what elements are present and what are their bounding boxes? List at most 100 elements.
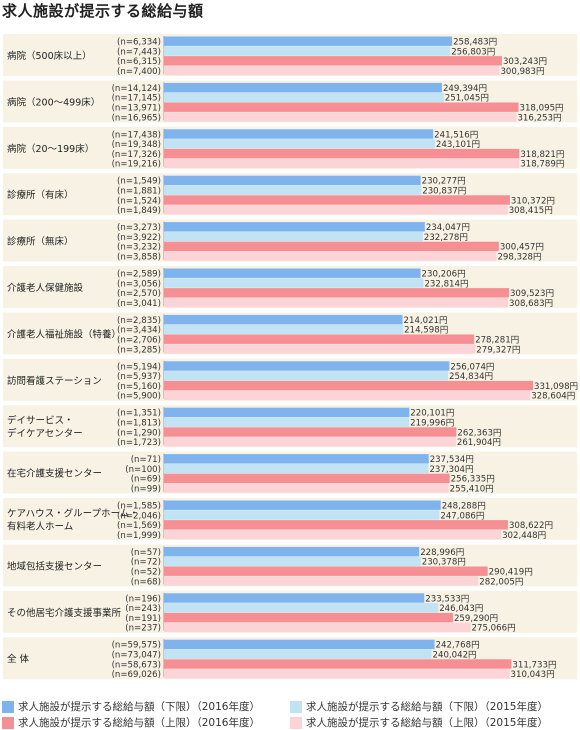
sample-size-label: (n=17,438) [112, 130, 161, 140]
value-label: 308,622円 [509, 520, 553, 531]
value-label: 309,523円 [510, 288, 554, 299]
bar [164, 669, 510, 679]
sample-size-label: (n=2,835) [117, 316, 161, 326]
bar [164, 205, 508, 215]
bar [164, 324, 404, 335]
bar [164, 576, 479, 586]
sample-size-label: (n=52) [131, 568, 161, 578]
bar [164, 649, 432, 659]
legend-label: 求人施設が提示する総給与額（下限）（2016年度） [18, 701, 260, 713]
bar [164, 556, 421, 567]
legend-swatch [290, 717, 302, 729]
bar [164, 112, 517, 122]
category-label: 診療所（無床） [7, 236, 74, 248]
value-label: 247,086円 [440, 510, 484, 521]
value-label: 256,803円 [451, 46, 495, 57]
sample-size-label: (n=5,937) [117, 372, 161, 382]
value-label: 290,419円 [489, 567, 533, 578]
bar [164, 251, 497, 261]
sample-size-label: (n=1,813) [117, 419, 161, 429]
value-label: 228,996円 [420, 547, 464, 558]
value-label: 214,598円 [404, 325, 448, 336]
bar [164, 129, 434, 139]
category-label: 病院（200〜499床） [7, 96, 100, 108]
value-label: 230,206円 [422, 269, 466, 280]
bar [164, 278, 424, 288]
category-label: 全 体 [7, 653, 30, 665]
sample-size-label: (n=3,285) [117, 345, 161, 355]
category-label: 在宅介護支援センター [7, 468, 102, 480]
value-label: 316,253円 [517, 112, 561, 123]
bar [164, 529, 502, 540]
value-label: 262,363円 [457, 427, 501, 438]
sample-size-label: (n=6,334) [117, 38, 161, 48]
bar [164, 390, 531, 401]
bar [164, 297, 509, 308]
bar [164, 46, 451, 56]
bar [164, 622, 471, 633]
value-label: 259,290円 [454, 613, 498, 624]
category-label: その他居宅介護支援事業所 [7, 607, 122, 619]
value-label: 232,278円 [424, 232, 468, 243]
sample-size-label: (n=1,849) [117, 206, 161, 216]
category-label: デイサービス・ [7, 415, 74, 427]
value-label: 308,415円 [509, 205, 553, 216]
value-label: 328,604円 [531, 391, 575, 402]
bar [164, 139, 435, 149]
legend-swatch [2, 717, 14, 729]
value-label: 234,047円 [426, 222, 470, 233]
legend-label: 求人施設が提示する総給与額（下限）（2015年度） [306, 701, 548, 713]
sample-size-label: (n=71) [131, 455, 161, 465]
value-label: 237,534円 [430, 454, 474, 465]
sample-size-label: (n=1,999) [117, 531, 161, 541]
bar [164, 473, 450, 484]
bar [164, 185, 422, 195]
value-label: 318,095円 [520, 103, 564, 114]
bar [164, 417, 410, 427]
value-label: 230,378円 [422, 557, 466, 568]
category-label: 地域包括支援センター [7, 560, 102, 572]
sample-size-label: (n=58,673) [112, 660, 161, 670]
bar [164, 92, 444, 103]
sample-size-label: (n=3,232) [117, 243, 161, 253]
value-label: 261,904円 [457, 437, 501, 448]
value-label: 249,394円 [443, 83, 487, 94]
sample-size-label: (n=3,273) [117, 223, 161, 233]
value-label: 275,066円 [472, 623, 516, 634]
value-label: 219,996円 [410, 418, 454, 429]
sample-size-label: (n=2,046) [117, 511, 161, 521]
value-label: 240,042円 [433, 650, 477, 661]
value-label: 241,516円 [434, 129, 478, 140]
bar [164, 520, 508, 530]
bar [164, 500, 441, 510]
category-label: ケアハウス・グループホーム・ [7, 508, 139, 520]
sample-size-label: (n=1,723) [117, 438, 161, 448]
value-label: 242,768円 [436, 640, 480, 651]
sample-size-label: (n=196) [125, 594, 161, 604]
bar [164, 612, 453, 623]
value-label: 318,821円 [520, 149, 564, 160]
sample-size-label: (n=1,524) [117, 196, 161, 206]
value-label: 300,983円 [500, 66, 544, 77]
value-label: 220,101円 [410, 408, 454, 419]
value-label: 311,733円 [512, 659, 556, 670]
sample-size-label: (n=13,971) [112, 104, 161, 114]
sample-size-label: (n=57) [131, 548, 161, 558]
category-label: 診療所（有床） [7, 189, 74, 201]
bar [164, 56, 502, 66]
value-label: 237,304円 [429, 464, 473, 475]
value-label: 303,243円 [503, 56, 547, 67]
sample-size-label: (n=1,569) [117, 521, 161, 531]
sample-size-label: (n=14,124) [112, 84, 161, 94]
sample-size-label: (n=73,047) [112, 651, 161, 661]
legend-label: 求人施設が提示する総給与額（上限）（2016年度） [18, 717, 260, 729]
value-label: 282,005円 [479, 576, 523, 587]
sample-size-label: (n=19,216) [112, 160, 161, 170]
value-label: 254,834円 [449, 371, 493, 382]
value-label: 258,483円 [453, 37, 497, 48]
sample-size-label: (n=1,290) [117, 428, 161, 438]
legend-swatch [290, 701, 302, 713]
bar [164, 437, 456, 447]
chart-legend: 求人施設が提示する総給与額（下限）（2016年度） 求人施設が提示する総給与額（下… [0, 696, 580, 729]
